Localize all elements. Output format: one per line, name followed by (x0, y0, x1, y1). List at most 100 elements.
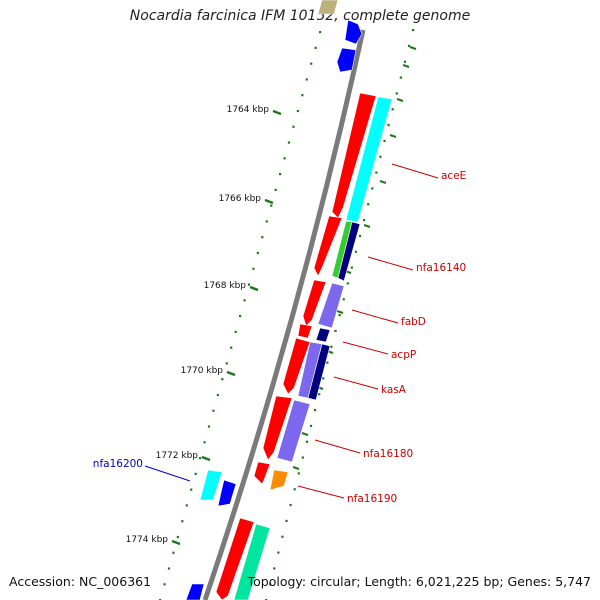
tick-dot (309, 424, 313, 428)
scale-tick-label-1768: 1768 kbp (204, 281, 247, 291)
tick-dot (274, 188, 277, 191)
accession-text: Accession: NC_006361 (9, 574, 152, 589)
tick-dot (383, 139, 386, 143)
outer-dot-track (265, 29, 415, 600)
gene-label-nfa16200: nfa16200 (93, 458, 143, 470)
tick-dot (247, 283, 251, 286)
tick-dot (301, 456, 304, 459)
tick-dot (338, 314, 341, 317)
tick-dot (391, 108, 394, 111)
tick-dot (261, 236, 264, 239)
tick-dot (163, 583, 166, 586)
scale-tick-label-1766: 1766 kbp (219, 194, 262, 204)
gene-arrow-top-blue (344, 19, 363, 45)
tick-dot (281, 535, 284, 538)
outer-tick (336, 310, 344, 314)
tick-dot (319, 31, 322, 34)
tick-dot (279, 173, 282, 176)
tick-dot (289, 504, 292, 507)
gene-label-nfa16180: nfa16180 (363, 448, 413, 460)
gene-label-nfa16190: nfa16190 (347, 493, 397, 505)
gene-arrow-red-3 (302, 279, 327, 327)
tick-dot (207, 425, 211, 428)
tick-dot (412, 29, 415, 32)
tick-dot (225, 362, 228, 365)
outer-tick (363, 224, 371, 228)
tick-dot (346, 282, 349, 285)
scale-tick-mark (264, 198, 274, 205)
gene-arrow-nfa16190 (269, 469, 289, 491)
gene-arrow-red-5 (282, 337, 311, 395)
tick-dot (190, 488, 193, 491)
tick-dot (350, 266, 353, 269)
leader-line-nfa16140 (367, 256, 414, 271)
tick-dot (216, 393, 219, 397)
tick-dot (230, 346, 233, 349)
tick-dot (296, 109, 299, 113)
outer-tick (402, 64, 410, 68)
tick-dot (185, 504, 188, 507)
tick-dot (407, 44, 411, 48)
tick-dot (285, 519, 288, 523)
gene-arrow-cyan-1 (345, 96, 393, 223)
gene-arrow-blue-4 (185, 583, 205, 600)
tick-dots (159, 29, 417, 600)
outer-tick (301, 432, 309, 436)
tick-dot (199, 457, 202, 460)
gene-arrow-blue-3 (217, 479, 237, 507)
tick-dot (367, 203, 370, 206)
tick-dot (256, 251, 259, 255)
gene-features (185, 0, 393, 600)
tick-dot (314, 409, 317, 412)
tick-dot (167, 567, 171, 570)
tick-dot (358, 234, 362, 238)
leader-line-acee (391, 163, 439, 179)
tick-dot (403, 60, 407, 63)
gene-label-kasa: kasA (381, 384, 407, 396)
gene-arrow-nfa16140 (337, 221, 361, 282)
tick-dot (297, 472, 300, 475)
gene-label-nfa16140: nfa16140 (416, 262, 466, 274)
tick-dot (293, 488, 296, 491)
gene-label-acee: aceE (441, 170, 466, 182)
tick-dot (342, 298, 345, 301)
leader-line-nfa16190 (297, 485, 345, 499)
tick-dot (265, 220, 268, 223)
gene-label-acpp: acpP (391, 349, 416, 361)
tick-dot (221, 378, 224, 381)
scale-tick-mark (226, 370, 236, 377)
tick-dot (314, 46, 317, 49)
gene-arrow-acpP (315, 327, 331, 343)
gene-arrow-aquamarine (233, 523, 271, 600)
gene-arrow-nfa16180 (276, 399, 311, 463)
scale-tick-label-1772: 1772 kbp (156, 451, 199, 461)
tick-dot (172, 551, 175, 554)
leader-line-kasa (333, 376, 379, 390)
genome-backbone (202, 29, 366, 600)
tick-dot (252, 267, 255, 270)
tick-dot (387, 124, 390, 127)
gene-arrow-kasA (307, 343, 331, 401)
tick-dot (318, 393, 321, 396)
tick-dot (194, 472, 197, 475)
scale-tick-label-1774: 1774 kbp (126, 535, 169, 545)
tick-dot (287, 141, 291, 144)
tick-dot (379, 155, 382, 158)
gene-arrow-aceE (331, 92, 377, 219)
gene-arrow-blue-2 (336, 47, 357, 73)
tick-dot (243, 299, 246, 302)
gene-labels: aceE nfa16140 fabD acpP kasA nfa16180 nfa16190… (93, 163, 466, 505)
tick-dot (305, 78, 308, 81)
tick-dot (203, 441, 206, 444)
gene-arrow-red-4 (297, 323, 313, 339)
tick-dot (292, 125, 295, 128)
scale-tick-mark (272, 109, 282, 116)
leader-line-nfa16200 (144, 465, 191, 482)
tick-dot (310, 62, 313, 65)
tick-dot (212, 409, 215, 412)
outer-tick (409, 46, 417, 50)
outer-tick (379, 180, 387, 184)
tick-dot (234, 330, 237, 333)
